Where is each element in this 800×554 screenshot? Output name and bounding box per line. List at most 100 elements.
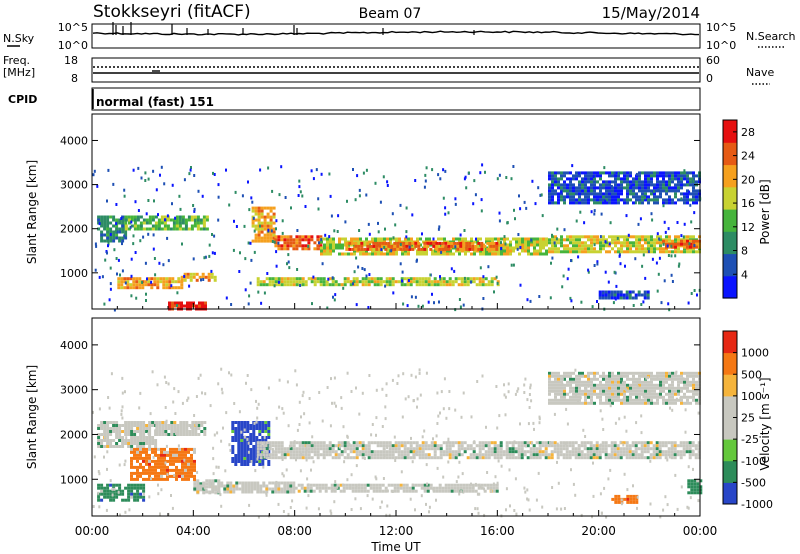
echo-cell: [665, 239, 668, 243]
echo-cell: [130, 224, 134, 228]
echo-cell: [161, 424, 165, 427]
echo-cell: [240, 442, 244, 445]
echo-cell: [468, 486, 472, 490]
echo-cell: [575, 250, 578, 254]
echo-cell: [127, 489, 131, 493]
echo-cell: [161, 430, 165, 433]
echo-cell: [124, 221, 128, 225]
echo-cell: [391, 447, 395, 451]
echo-cell: [695, 242, 698, 246]
echo-cell: [584, 186, 587, 190]
echo-cell: [326, 306, 329, 310]
echo-cell: [147, 177, 150, 181]
echo-cell: [370, 456, 374, 460]
echo-cell: [267, 436, 271, 439]
echo-cell: [379, 280, 383, 284]
echo-cell: [312, 489, 316, 493]
echo-cell: [266, 212, 270, 216]
echo-cell: [643, 444, 647, 448]
echo-cell: [450, 486, 454, 490]
echo-cell: [505, 441, 509, 445]
echo-cell: [595, 453, 599, 457]
echo-cell: [241, 194, 244, 198]
echo-cell: [635, 371, 638, 375]
echo-cell: [304, 235, 308, 239]
echo-cell: [647, 177, 650, 181]
echo-cell: [605, 171, 608, 175]
echo-cell: [438, 225, 441, 229]
noise-left-tick-bottom: 10^0: [58, 39, 88, 52]
echo-cell: [625, 447, 629, 451]
echo-cell: [696, 479, 700, 483]
echo-cell: [249, 451, 253, 454]
echo-cell: [592, 453, 596, 457]
echo-cell: [265, 283, 269, 287]
echo-cell: [225, 168, 227, 172]
echo-cell: [693, 289, 696, 292]
echo-cell: [605, 386, 608, 390]
echo-cell: [560, 171, 563, 175]
echo-cell: [632, 371, 635, 375]
echo-cell: [531, 179, 534, 183]
echo-cell: [394, 223, 397, 227]
echo-cell: [404, 249, 407, 253]
echo-cell: [611, 189, 614, 193]
echo-cell: [476, 249, 479, 253]
echo-cell: [644, 380, 647, 384]
echo-cell: [172, 224, 176, 228]
echo-cell: [673, 441, 677, 445]
echo-cell: [258, 463, 262, 466]
echo-cell: [557, 377, 560, 381]
echo-cell: [405, 247, 409, 251]
echo-cell: [652, 190, 655, 193]
echo-cell: [342, 286, 345, 290]
echo-cell: [625, 453, 629, 457]
echo-cell: [699, 485, 703, 489]
echo-cell: [478, 277, 482, 281]
echo-cell: [334, 293, 337, 297]
echo-cell: [459, 486, 463, 490]
echo-cell: [140, 176, 143, 180]
echo-cell: [396, 244, 400, 248]
echo-cell: [442, 450, 446, 454]
echo-cell: [243, 428, 246, 432]
echo-cell: [656, 386, 659, 390]
echo-cell: [496, 426, 499, 430]
echo-cell: [405, 489, 409, 493]
echo-cell: [121, 239, 125, 243]
echo-cell: [121, 224, 125, 228]
echo-cell: [560, 174, 563, 178]
echo-cell: [366, 241, 370, 245]
echo-cell: [208, 490, 212, 494]
echo-cell: [498, 173, 501, 177]
echo-cell: [581, 383, 584, 387]
echo-cell: [525, 206, 528, 210]
echo-cell: [461, 237, 464, 241]
echo-cell: [263, 291, 266, 295]
echo-cell: [121, 492, 125, 496]
echo-cell: [119, 513, 121, 517]
echo-cell: [611, 171, 614, 175]
echo-cell: [617, 398, 620, 402]
echo-cell: [188, 284, 191, 288]
echo-cell: [350, 237, 353, 241]
echo-cell: [178, 453, 181, 457]
echo-cell: [650, 392, 653, 396]
echo-cell: [511, 453, 515, 457]
echo-cell: [368, 232, 371, 236]
echo-cell: [563, 398, 566, 402]
echo-cell: [372, 483, 376, 487]
echo-cell: [578, 392, 581, 396]
echo-cell: [535, 453, 539, 457]
echo-cell: [232, 484, 236, 488]
echo-cell: [608, 235, 611, 239]
echo-cell: [625, 293, 629, 297]
echo-cell: [345, 247, 349, 251]
echo-cell: [653, 250, 656, 254]
echo-cell: [658, 256, 661, 260]
echo-cell: [251, 224, 255, 228]
echo-cell: [498, 211, 501, 215]
echo-cell: [581, 189, 584, 193]
echo-cell: [629, 250, 632, 254]
echo-cell: [626, 377, 629, 381]
